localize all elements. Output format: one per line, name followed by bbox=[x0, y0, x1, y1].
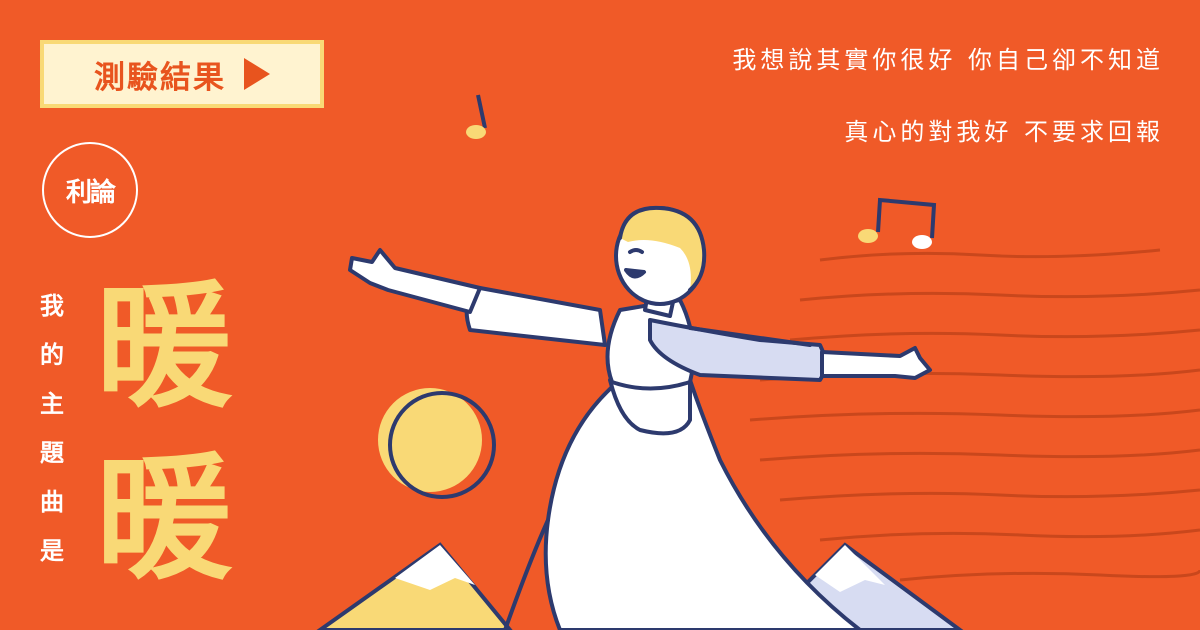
left-mountain bbox=[316, 542, 513, 630]
singing-woman-figure bbox=[348, 205, 932, 630]
subtitle-char: 主 bbox=[40, 390, 64, 418]
song-title-char: 暖 bbox=[96, 269, 232, 427]
subtitle-char: 的 bbox=[40, 341, 64, 369]
brand-logo-text: 利論 bbox=[65, 177, 116, 208]
lyric-line-1: 我想說其實你很好 你自己卻不知道 bbox=[732, 46, 1164, 74]
sun-shape bbox=[378, 388, 496, 499]
double-music-note-icon bbox=[858, 197, 937, 249]
song-title-char: 暖 bbox=[96, 441, 232, 599]
background-lines bbox=[749, 248, 1200, 582]
subtitle-char: 曲 bbox=[40, 488, 64, 516]
subtitle-char: 我 bbox=[40, 292, 64, 320]
lyric-line-2: 真心的對我好 不要求回報 bbox=[844, 118, 1164, 146]
subtitle-char: 是 bbox=[40, 537, 64, 565]
brand-logo: 利論 bbox=[42, 142, 138, 238]
quiz-result-button[interactable]: 測驗結果 bbox=[40, 40, 324, 108]
subtitle-char: 題 bbox=[40, 439, 64, 467]
quiz-result-label: 測驗結果 bbox=[94, 59, 226, 96]
music-note-icon bbox=[466, 94, 487, 139]
play-icon bbox=[244, 58, 270, 90]
subtitle-vertical: 我 的 主 題 曲 是 bbox=[34, 282, 70, 576]
